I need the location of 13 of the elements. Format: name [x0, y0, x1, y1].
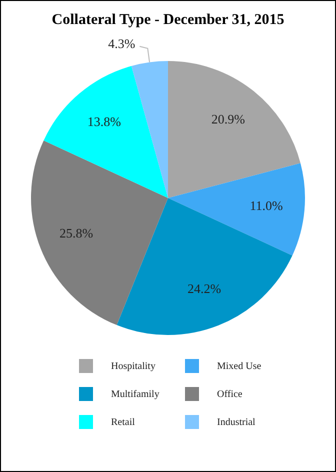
legend-label: Industrial — [217, 416, 256, 428]
legend-label: Retail — [111, 416, 135, 428]
legend-label: Multifamily — [111, 388, 160, 400]
data-label: 13.8% — [87, 114, 122, 130]
legend-label: Mixed Use — [217, 360, 262, 372]
chart-title: Collateral Type - December 31, 2015 — [52, 12, 284, 28]
data-label: 25.8% — [59, 226, 94, 241]
data-label: 24.2% — [188, 281, 222, 296]
legend-label: Office — [217, 388, 242, 400]
legend-label: Hospitality — [111, 360, 156, 372]
data-label: 4.3% — [108, 36, 136, 51]
data-label: 11.0% — [250, 198, 283, 214]
data-label: 20.9% — [211, 111, 246, 126]
